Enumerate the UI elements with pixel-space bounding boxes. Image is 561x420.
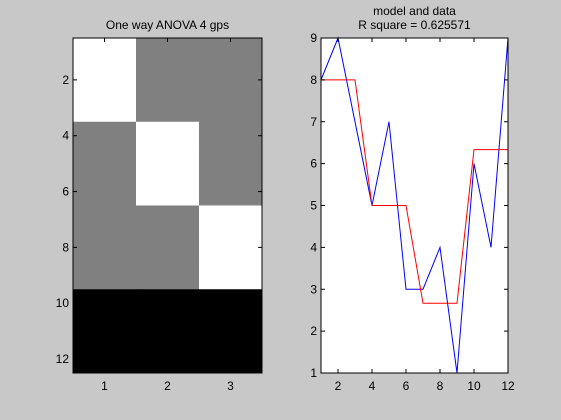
heatmap-cell: [73, 261, 137, 290]
heatmap-cell: [136, 233, 200, 262]
design-matrix-title: One way ANOVA 4 gps: [106, 18, 229, 32]
heatmap-cell: [136, 38, 200, 67]
y-tick-label: 4: [310, 240, 317, 254]
x-tick-label: 3: [227, 379, 234, 393]
r-square-label: R square = 0.625571: [358, 18, 471, 32]
heatmap-cell: [73, 38, 137, 67]
heatmap-cell: [136, 317, 200, 346]
heatmap-cell: [199, 177, 263, 206]
heatmap-cell: [73, 317, 137, 346]
heatmap-cell: [73, 233, 137, 262]
y-tick-label: 9: [310, 31, 317, 45]
heatmap-cell: [136, 345, 200, 374]
y-tick-label: 2: [62, 73, 69, 87]
y-tick-label: 7: [310, 115, 317, 129]
x-tick-label: 4: [369, 379, 376, 393]
heatmap-cell: [73, 289, 137, 318]
y-tick-label: 8: [62, 240, 69, 254]
heatmap-cell: [199, 65, 263, 95]
y-tick-label: 1: [310, 366, 317, 380]
model-data-plot-area: [321, 38, 508, 373]
heatmap-cell: [136, 149, 200, 179]
model-data-series: [320, 36, 509, 374]
x-tick-label: 2: [335, 379, 342, 393]
heatmap-cell: [199, 38, 263, 67]
heatmap-cell: [136, 177, 200, 206]
data-line: [320, 36, 509, 374]
model-data-title: model and data: [373, 4, 456, 18]
heatmap-cell: [199, 289, 263, 318]
x-tick-label: 1: [101, 379, 108, 393]
heatmap-cell: [136, 205, 200, 234]
heatmap-cell: [199, 345, 263, 374]
heatmap-cell: [136, 261, 200, 290]
heatmap-cell: [73, 149, 137, 179]
x-tick-label: 6: [403, 379, 410, 393]
y-tick-label: 8: [310, 73, 317, 87]
heatmap-cell: [199, 93, 263, 123]
heatmap-cell: [199, 205, 263, 234]
heatmap-cell: [199, 149, 263, 179]
heatmap-cell: [73, 345, 137, 374]
heatmap-cell: [199, 121, 263, 151]
heatmap-cell: [136, 65, 200, 95]
heatmap-cell: [73, 121, 137, 151]
x-tick-label: 12: [501, 379, 515, 393]
heatmap-cell: [199, 233, 263, 262]
heatmap-cell: [199, 261, 263, 290]
y-tick-label: 2: [310, 324, 317, 338]
heatmap-cell: [73, 177, 137, 206]
heatmap-cell: [73, 93, 137, 123]
heatmap-cell: [199, 317, 263, 346]
y-tick-label: 12: [56, 352, 70, 366]
heatmap-cell: [136, 289, 200, 318]
heatmap-cell: [136, 93, 200, 123]
heatmap-cell: [136, 121, 200, 151]
y-tick-label: 5: [310, 199, 317, 213]
y-tick-label: 6: [310, 157, 317, 171]
model-line: [321, 79, 508, 304]
y-tick-label: 10: [56, 296, 70, 310]
y-tick-label: 6: [62, 185, 69, 199]
y-tick-label: 4: [62, 129, 69, 143]
x-tick-label: 8: [437, 379, 444, 393]
x-tick-label: 2: [164, 379, 171, 393]
x-tick-label: 10: [467, 379, 481, 393]
heatmap-cell: [73, 65, 137, 95]
y-tick-label: 3: [310, 282, 317, 296]
heatmap-cell: [73, 205, 137, 234]
design-matrix-cells: [73, 38, 263, 374]
